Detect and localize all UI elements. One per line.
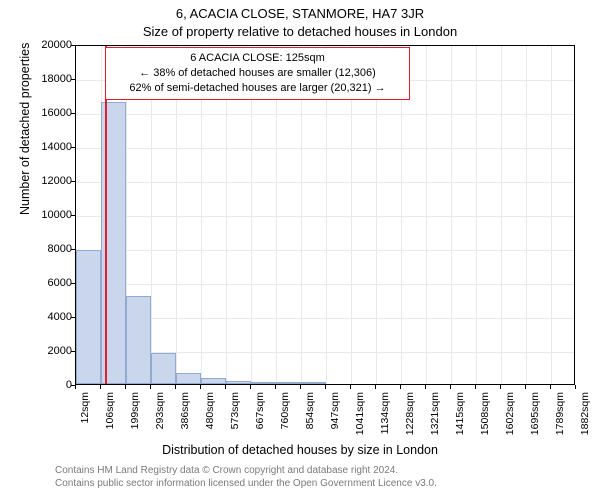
histogram-bar: [251, 382, 276, 384]
x-tick-mark: [75, 385, 76, 389]
x-tick-label: 854sqm: [304, 392, 316, 429]
y-tick-label: 12000: [22, 175, 72, 187]
y-tick-mark: [71, 181, 75, 182]
gridline-v: [551, 46, 552, 384]
chart-title-main: 6, ACACIA CLOSE, STANMORE, HA7 3JR: [0, 6, 600, 21]
x-tick-mark: [500, 385, 501, 389]
x-axis-label: Distribution of detached houses by size …: [0, 443, 600, 457]
x-tick-label: 1415sqm: [454, 392, 466, 435]
gridline-v: [451, 46, 452, 384]
x-tick-label: 199sqm: [129, 392, 141, 429]
annotation-line1: 6 ACACIA CLOSE: 125sqm: [112, 51, 403, 66]
y-tick-mark: [71, 351, 75, 352]
x-tick-label: 1695sqm: [529, 392, 541, 435]
y-tick-mark: [71, 283, 75, 284]
x-tick-label: 1882sqm: [579, 392, 591, 435]
histogram-bar: [201, 378, 226, 384]
y-tick-label: 4000: [22, 311, 72, 323]
x-tick-mark: [225, 385, 226, 389]
x-tick-label: 573sqm: [229, 392, 241, 429]
gridline-v: [476, 46, 477, 384]
y-tick-mark: [71, 113, 75, 114]
x-tick-mark: [100, 385, 101, 389]
histogram-bar: [76, 250, 101, 384]
x-tick-mark: [575, 385, 576, 389]
x-tick-label: 106sqm: [104, 392, 116, 429]
y-axis-label: Number of detached properties: [18, 43, 32, 215]
footer-line2: Contains public sector information licen…: [55, 477, 437, 490]
y-tick-label: 18000: [22, 73, 72, 85]
x-tick-label: 1602sqm: [504, 392, 516, 435]
histogram-bar: [126, 296, 151, 384]
y-tick-label: 16000: [22, 107, 72, 119]
x-tick-label: 760sqm: [279, 392, 291, 429]
histogram-bar: [151, 353, 176, 384]
y-tick-mark: [71, 147, 75, 148]
x-tick-mark: [550, 385, 551, 389]
gridline-v: [426, 46, 427, 384]
y-tick-mark: [71, 45, 75, 46]
x-tick-mark: [175, 385, 176, 389]
histogram-bar: [176, 373, 201, 384]
chart-container: 6, ACACIA CLOSE, STANMORE, HA7 3JR Size …: [0, 0, 600, 500]
x-tick-label: 1321sqm: [429, 392, 441, 435]
x-tick-mark: [250, 385, 251, 389]
y-tick-label: 8000: [22, 243, 72, 255]
x-tick-mark: [375, 385, 376, 389]
x-tick-mark: [400, 385, 401, 389]
x-tick-mark: [450, 385, 451, 389]
x-tick-mark: [425, 385, 426, 389]
x-tick-mark: [300, 385, 301, 389]
x-tick-label: 1508sqm: [479, 392, 491, 435]
x-tick-label: 386sqm: [179, 392, 191, 429]
x-tick-label: 1228sqm: [404, 392, 416, 435]
y-tick-label: 14000: [22, 141, 72, 153]
footer-line1: Contains HM Land Registry data © Crown c…: [55, 464, 398, 477]
histogram-bar: [276, 382, 301, 384]
x-tick-label: 293sqm: [154, 392, 166, 429]
y-tick-mark: [71, 317, 75, 318]
annotation-line3: 62% of semi-detached houses are larger (…: [112, 81, 403, 96]
x-tick-label: 480sqm: [204, 392, 216, 429]
x-tick-label: 1789sqm: [554, 392, 566, 435]
y-tick-mark: [71, 79, 75, 80]
y-tick-label: 6000: [22, 277, 72, 289]
y-tick-label: 0: [22, 379, 72, 391]
y-tick-mark: [71, 249, 75, 250]
x-tick-label: 1134sqm: [379, 392, 391, 434]
chart-title-sub: Size of property relative to detached ho…: [0, 24, 600, 39]
y-tick-label: 20000: [22, 39, 72, 51]
annotation-line2: ← 38% of detached houses are smaller (12…: [112, 66, 403, 81]
x-tick-label: 12sqm: [79, 392, 91, 424]
x-tick-mark: [200, 385, 201, 389]
x-tick-mark: [275, 385, 276, 389]
x-tick-mark: [475, 385, 476, 389]
histogram-bar: [301, 382, 326, 384]
x-tick-label: 947sqm: [329, 392, 341, 429]
annotation-box: 6 ACACIA CLOSE: 125sqm ← 38% of detached…: [105, 47, 410, 100]
x-tick-label: 667sqm: [254, 392, 266, 429]
y-tick-label: 2000: [22, 345, 72, 357]
y-tick-label: 10000: [22, 209, 72, 221]
x-tick-mark: [150, 385, 151, 389]
x-tick-mark: [350, 385, 351, 389]
gridline-v: [501, 46, 502, 384]
histogram-bar: [226, 381, 251, 384]
x-tick-label: 1041sqm: [354, 392, 366, 435]
x-tick-mark: [525, 385, 526, 389]
x-tick-mark: [325, 385, 326, 389]
y-tick-mark: [71, 215, 75, 216]
x-tick-mark: [125, 385, 126, 389]
gridline-v: [526, 46, 527, 384]
